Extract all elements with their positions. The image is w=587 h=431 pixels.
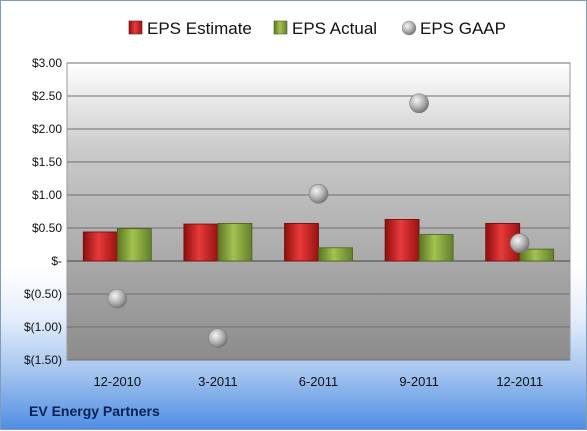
actual-bar: [116, 228, 152, 262]
y-tick-label: $1.50: [32, 155, 62, 169]
y-tick-label: $0.50: [32, 221, 62, 235]
legend-label: EPS Estimate: [147, 19, 252, 38]
x-tick-label: 12-2011: [496, 374, 543, 389]
gaap-marker: [308, 183, 329, 204]
gaap-marker: [208, 328, 228, 349]
x-tick-label: 3-2011: [198, 374, 238, 389]
y-tick-label: $(1.00): [24, 320, 62, 334]
y-tick-label: $1.00: [32, 188, 62, 202]
x-axis: 12-2010 3-2011 6-2011 9-2011 12-2011: [93, 374, 543, 389]
legend-swatch: [128, 20, 143, 35]
estimate-bar: [284, 222, 319, 262]
gaap-marker: [509, 233, 530, 253]
estimate-bar: [82, 231, 118, 262]
x-tick-label: 9-2011: [399, 374, 439, 389]
y-tick-label: $(1.50): [24, 353, 62, 367]
gaap-markers: [107, 93, 530, 349]
estimate-bar: [384, 219, 420, 262]
actual-bar: [318, 247, 353, 262]
legend-label: EPS Actual: [292, 19, 377, 38]
y-axis: $3.00 $2.50 $2.00 $1.50 $1.00 $0.50 $- $(0.50) $…: [24, 56, 62, 367]
company-title: EV Energy Partners: [29, 403, 160, 419]
y-tick-label: $2.50: [32, 89, 62, 103]
legend: EPS Estimate EPS Actual EPS GAAP: [128, 19, 506, 38]
actual-bar: [217, 222, 253, 262]
x-tick-label: 12-2010: [93, 374, 141, 389]
gaap-marker: [409, 93, 429, 114]
y-tick-label: $3.00: [32, 56, 62, 70]
actual-bar: [519, 248, 555, 262]
y-tick-label: $-: [51, 254, 62, 268]
legend-swatch: [401, 20, 417, 36]
y-tick-label: $(0.50): [24, 287, 62, 301]
plot-area: [66, 62, 571, 361]
legend-label: EPS GAAP: [420, 19, 506, 38]
estimate-bar: [183, 223, 219, 262]
gaap-marker: [107, 288, 128, 309]
x-tick-label: 6-2011: [299, 374, 339, 389]
y-tick-label: $2.00: [32, 122, 62, 136]
legend-swatch: [273, 20, 288, 35]
actual-bar: [418, 234, 454, 262]
